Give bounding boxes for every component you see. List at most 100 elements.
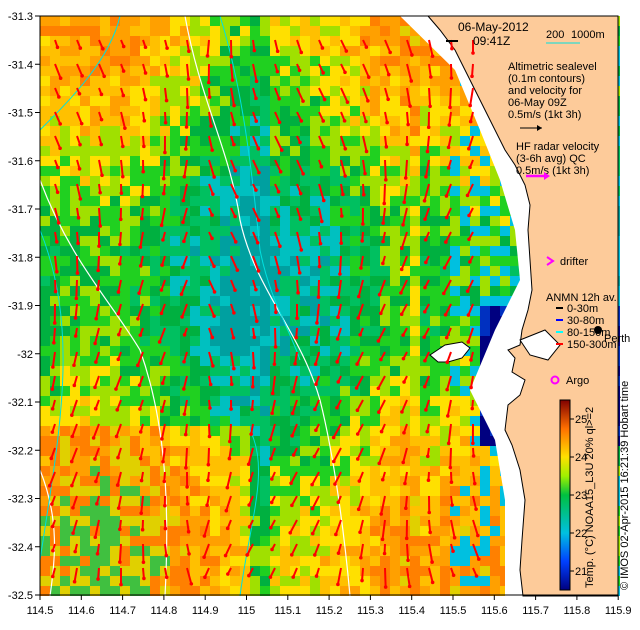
sst-cell: [80, 16, 90, 26]
sst-cell: [330, 166, 340, 176]
sst-cell: [190, 466, 200, 476]
current-arrow: [380, 471, 386, 482]
sst-cell: [40, 586, 50, 596]
sst-cell: [350, 416, 360, 426]
sst-cell: [170, 226, 180, 236]
sst-cell: [110, 246, 120, 256]
sst-cell: [260, 426, 270, 436]
sst-cell: [290, 236, 300, 246]
sst-cell: [70, 196, 80, 206]
sst-cell: [180, 16, 190, 26]
current-arrow: [274, 303, 278, 315]
current-arrow: [182, 375, 188, 391]
sst-cell: [340, 206, 350, 216]
sst-cell: [310, 556, 320, 566]
sst-cell: [120, 126, 130, 136]
sst-cell: [220, 546, 230, 556]
sst-cell: [50, 56, 60, 66]
sst-cell: [150, 486, 160, 496]
sst-cell: [50, 126, 60, 136]
sst-cell: [80, 566, 90, 576]
sst-cell: [60, 246, 70, 256]
sst-cell: [310, 346, 320, 356]
sst-cell: [240, 566, 250, 576]
sst-cell: [270, 466, 280, 476]
sst-cell: [120, 586, 130, 596]
sst-cell: [190, 86, 200, 96]
sst-cell: [90, 386, 100, 396]
sst-cell: [160, 506, 170, 516]
sst-cell: [410, 486, 420, 496]
sst-cell: [300, 396, 310, 406]
sst-cell: [460, 256, 470, 266]
sst-cell: [100, 566, 110, 576]
sst-cell: [410, 216, 420, 226]
sst-cell: [300, 336, 310, 346]
sst-cell: [190, 206, 200, 216]
sst-cell: [190, 386, 200, 396]
sst-cell: [420, 336, 430, 346]
sst-cell: [130, 356, 140, 366]
sst-cell: [170, 96, 180, 106]
sst-cell: [140, 486, 150, 496]
sst-cell: [390, 446, 400, 456]
current-arrow: [252, 351, 256, 370]
sst-cell: [430, 356, 440, 366]
sst-cell: [190, 96, 200, 106]
sst-cell: [100, 546, 110, 556]
current-arrow: [384, 87, 390, 102]
sst-cell: [170, 76, 180, 86]
sst-cell: [270, 246, 280, 256]
y-tick-label: -32.1: [8, 397, 33, 409]
sst-cell: [370, 496, 380, 506]
sst-cell: [290, 546, 300, 556]
current-arrow: [444, 183, 452, 198]
sst-cell: [360, 466, 370, 476]
sst-cell: [300, 566, 310, 576]
current-arrow: [274, 159, 283, 174]
sst-cell: [430, 396, 440, 406]
sst-cell: [230, 376, 240, 386]
sst-cell: [260, 556, 270, 566]
sst-cell: [100, 56, 110, 66]
map-time: 09:41Z: [473, 34, 510, 48]
y-tick-label: -32: [17, 349, 33, 361]
current-arrow: [449, 471, 454, 485]
sst-cell: [170, 136, 180, 146]
sst-cell: [320, 546, 330, 556]
sst-cell: [410, 546, 420, 556]
current-arrow: [318, 159, 324, 169]
sst-cell: [250, 106, 260, 116]
sst-cell: [420, 176, 430, 186]
sst-cell: [350, 56, 360, 66]
sst-cell: [460, 126, 470, 136]
sst-cell: [150, 86, 160, 96]
sst-cell: [100, 296, 110, 306]
sst-cell: [210, 466, 220, 476]
sst-cell: [150, 566, 160, 576]
sst-cell: [260, 116, 270, 126]
sst-cell: [50, 356, 60, 366]
sst-cell: [330, 136, 340, 146]
sst-cell: [430, 346, 440, 356]
sst-cell: [320, 516, 330, 526]
sst-cell: [70, 346, 80, 356]
sst-cell: [230, 356, 240, 366]
sst-cell: [260, 156, 270, 166]
sst-cell: [420, 266, 430, 276]
sst-cell: [230, 116, 240, 126]
sst-cell: [230, 426, 240, 436]
sst-cell: [450, 586, 460, 596]
sst-cell: [140, 346, 150, 356]
sst-cell: [230, 316, 240, 326]
sst-cell: [120, 116, 130, 126]
sst-cell: [350, 26, 360, 36]
sst-cell: [400, 386, 410, 396]
sst-cell: [410, 186, 420, 196]
sst-cell: [350, 366, 360, 376]
sst-cell: [390, 226, 400, 236]
sst-cell: [260, 86, 270, 96]
sst-cell: [460, 466, 470, 476]
sst-cell: [320, 466, 330, 476]
sst-cell: [150, 306, 160, 316]
